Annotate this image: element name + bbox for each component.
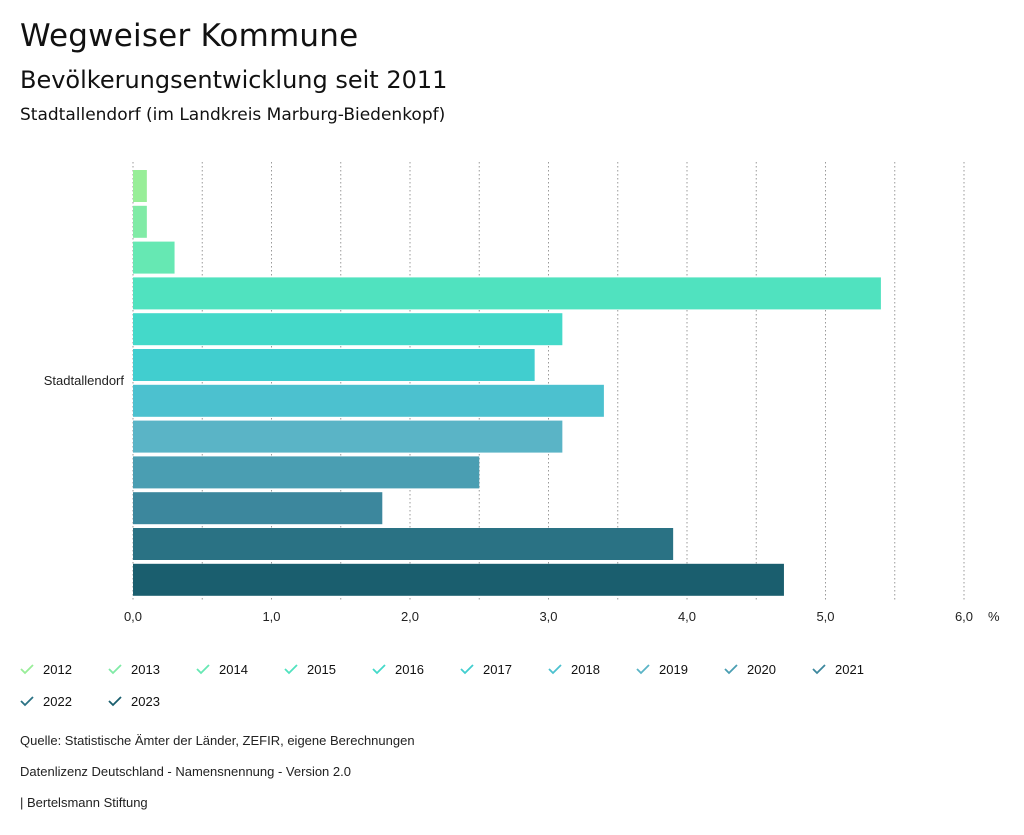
legend-label: 2014 bbox=[219, 661, 248, 677]
legend-item-2019[interactable]: 2019 bbox=[636, 658, 688, 680]
checkmark-icon bbox=[20, 696, 34, 707]
checkmark-icon bbox=[108, 696, 122, 707]
bar-2018[interactable] bbox=[133, 384, 604, 417]
legend-item-2022[interactable]: 2022 bbox=[20, 690, 72, 712]
legend-item-2013[interactable]: 2013 bbox=[108, 658, 160, 680]
legend-label: 2022 bbox=[43, 693, 72, 709]
legend-label: 2023 bbox=[131, 693, 160, 709]
legend-item-2018[interactable]: 2018 bbox=[548, 658, 600, 680]
gridlines bbox=[132, 162, 965, 602]
legend-label: 2015 bbox=[307, 661, 336, 677]
legend-item-2020[interactable]: 2020 bbox=[724, 658, 776, 680]
legend-label: 2019 bbox=[659, 661, 688, 677]
bar-chart: 0,0 1,0 2,0 3,0 4,0 5,0 6,0 Stadtallendorf % bbox=[44, 162, 1000, 624]
legend-label: 2012 bbox=[43, 661, 72, 677]
page-title: Wegweiser Kommune bbox=[20, 18, 359, 54]
bar-2012[interactable] bbox=[133, 170, 147, 202]
legend-label: 2017 bbox=[483, 661, 512, 677]
x-axis-ticks: 0,0 1,0 2,0 3,0 4,0 5,0 6,0 bbox=[124, 609, 973, 624]
bar-2019[interactable] bbox=[133, 420, 563, 453]
bar-2023[interactable] bbox=[133, 563, 784, 596]
x-tick-label: 1,0 bbox=[262, 609, 280, 624]
region-label: Stadtallendorf (im Landkreis Marburg-Bie… bbox=[20, 105, 446, 125]
bar-series bbox=[133, 170, 881, 596]
legend-label: 2020 bbox=[747, 661, 776, 677]
legend-item-2017[interactable]: 2017 bbox=[460, 658, 512, 680]
checkmark-icon bbox=[548, 664, 562, 675]
bar-2014[interactable] bbox=[133, 241, 175, 274]
legend-label: 2016 bbox=[395, 661, 424, 677]
legend-label: 2021 bbox=[835, 661, 864, 677]
legend-item-2015[interactable]: 2015 bbox=[284, 658, 336, 680]
legend-item-2012[interactable]: 2012 bbox=[20, 658, 72, 680]
legend-item-2021[interactable]: 2021 bbox=[812, 658, 864, 680]
x-tick-label: 2,0 bbox=[401, 609, 419, 624]
x-tick-label: 0,0 bbox=[124, 609, 142, 624]
chart-subtitle: Bevölkerungsentwicklung seit 2011 bbox=[20, 66, 448, 94]
legend-label: 2013 bbox=[131, 661, 160, 677]
bar-2022[interactable] bbox=[133, 528, 674, 560]
checkmark-icon bbox=[724, 664, 738, 675]
license-note: Datenlizenz Deutschland - Namensnennung … bbox=[20, 764, 351, 779]
bar-2016[interactable] bbox=[133, 313, 563, 346]
checkmark-icon bbox=[196, 664, 210, 675]
checkmark-icon bbox=[284, 664, 298, 675]
bar-2017[interactable] bbox=[133, 349, 535, 381]
x-tick-label: 3,0 bbox=[539, 609, 557, 624]
legend-item-2014[interactable]: 2014 bbox=[196, 658, 248, 680]
checkmark-icon bbox=[372, 664, 386, 675]
publisher-note: | Bertelsmann Stiftung bbox=[20, 795, 148, 810]
checkmark-icon bbox=[812, 664, 826, 675]
checkmark-icon bbox=[636, 664, 650, 675]
bar-2020[interactable] bbox=[133, 456, 480, 489]
x-tick-label: 5,0 bbox=[816, 609, 834, 624]
legend-item-2016[interactable]: 2016 bbox=[372, 658, 424, 680]
checkmark-icon bbox=[460, 664, 474, 675]
unit-label: % bbox=[988, 609, 1000, 624]
bar-2021[interactable] bbox=[133, 492, 383, 525]
bar-2013[interactable] bbox=[133, 205, 147, 238]
legend-item-2023[interactable]: 2023 bbox=[108, 690, 160, 712]
x-tick-label: 4,0 bbox=[678, 609, 696, 624]
checkmark-icon bbox=[20, 664, 34, 675]
checkmark-icon bbox=[108, 664, 122, 675]
bar-2015[interactable] bbox=[133, 277, 881, 310]
legend-label: 2018 bbox=[571, 661, 600, 677]
source-note: Quelle: Statistische Ämter der Länder, Z… bbox=[20, 733, 415, 748]
x-tick-label: 6,0 bbox=[955, 609, 973, 624]
category-label: Stadtallendorf bbox=[44, 373, 125, 388]
